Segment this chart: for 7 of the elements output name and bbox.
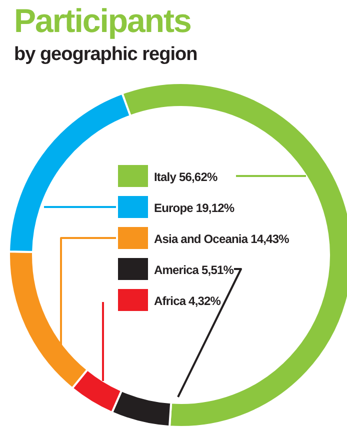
chart-title: Participants xyxy=(14,2,191,40)
legend-label: Italy 56,62% xyxy=(154,170,218,184)
legend-label: Asia and Oceania 14,43% xyxy=(154,232,290,246)
legend-label: America 5,51% xyxy=(154,263,234,277)
chart-subtitle: by geographic region xyxy=(14,44,198,66)
legend-label: Europe 19,12% xyxy=(154,201,235,215)
legend-label: Africa 4,32% xyxy=(154,294,222,308)
